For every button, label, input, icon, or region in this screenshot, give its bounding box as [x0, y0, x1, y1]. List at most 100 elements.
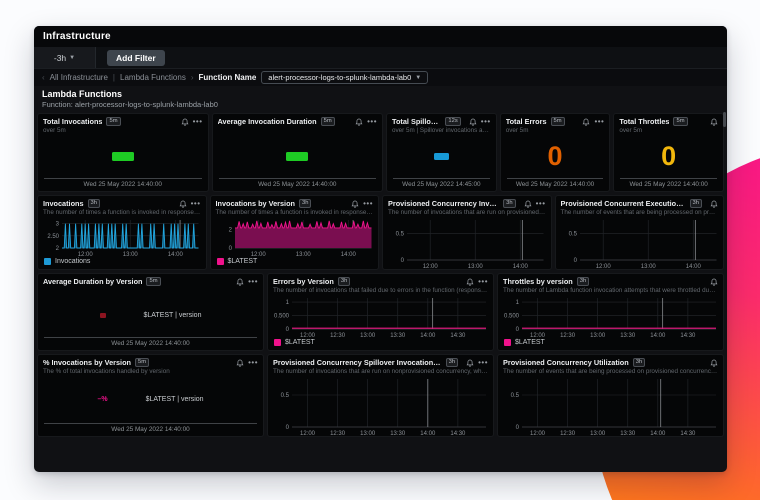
- panel-provisioned-concurrency-utilization-chart: Provisioned Concurrency Utilization 3h T…: [497, 354, 724, 437]
- alert-bell-icon[interactable]: [469, 118, 477, 126]
- alert-bell-icon[interactable]: [466, 359, 474, 367]
- breadcrumb: ‹ All Infrastructure | Lambda Functions …: [34, 69, 727, 86]
- invocations-by-version-chart[interactable]: 2 0 12:00 13:00 14:00: [214, 217, 376, 257]
- alert-bell-icon[interactable]: [179, 200, 187, 208]
- time-window-badge: 5m: [673, 117, 688, 126]
- stat-timestamp: Wed 25 May 2022 14:40:00: [111, 426, 190, 433]
- section-title: Lambda Functions: [42, 89, 123, 99]
- alert-bell-icon[interactable]: [466, 278, 474, 286]
- svg-text:0: 0: [401, 258, 405, 264]
- alert-bell-icon[interactable]: [524, 200, 532, 208]
- svg-text:0.5: 0.5: [396, 231, 405, 237]
- scrollbar-thumb[interactable]: [723, 112, 726, 127]
- stat-value: 0: [661, 140, 677, 171]
- provisioned-concurrency-invocations-chart[interactable]: 0.5 0 12:00 13:00 14:00: [386, 217, 548, 269]
- legend-label: $LATEST: [285, 339, 315, 346]
- svg-text:14:30: 14:30: [680, 333, 696, 338]
- panel-menu-icon[interactable]: •••: [248, 276, 258, 286]
- panel-menu-icon[interactable]: •••: [363, 198, 373, 208]
- throttles-by-version-chart[interactable]: 1 0.500 0 12:00 12:30 13:00 13:30 14:00 14:30: [501, 295, 720, 338]
- panel-provisioned-concurrency-invocations-chart: Provisioned Concurrency Invocations by V…: [382, 195, 552, 270]
- panel-menu-icon[interactable]: •••: [535, 198, 546, 208]
- panel-menu-icon[interactable]: •••: [478, 276, 488, 286]
- provisioned-concurrency-spillover-chart[interactable]: 0.5 0 12:00 12:30 13:00 13:30 14:00 14:30: [271, 376, 490, 436]
- alert-bell-icon[interactable]: [710, 278, 718, 286]
- panel-menu-icon[interactable]: •••: [480, 116, 491, 126]
- panel-menu-icon[interactable]: •••: [192, 116, 203, 126]
- breadcrumb-lambda-functions[interactable]: Lambda Functions: [120, 73, 186, 82]
- alert-bell-icon[interactable]: [236, 359, 244, 367]
- alert-bell-icon[interactable]: [236, 278, 244, 286]
- chart-legend[interactable]: $LATEST: [268, 338, 493, 350]
- svg-text:12:00: 12:00: [423, 264, 439, 269]
- alert-bell-icon[interactable]: [710, 118, 718, 126]
- breadcrumb-separator: ›: [190, 73, 194, 82]
- svg-text:12:30: 12:30: [560, 333, 576, 338]
- svg-text:13:00: 13:00: [295, 252, 311, 257]
- function-selector-dropdown[interactable]: alert-processor-logs-to-splunk-lambda-la…: [261, 71, 429, 84]
- time-window-badge: 3h: [632, 358, 646, 367]
- provisioned-concurrency-utilization-chart[interactable]: 0.5 0 12:00 12:30 13:00 13:30 14:00 14:30: [501, 376, 720, 436]
- chart-legend[interactable]: $LATEST: [498, 338, 723, 350]
- panel-average-invocation-duration: Average Invocation Duration 5m ••• Wed 2…: [211, 113, 384, 192]
- provisioned-concurrent-executions-chart[interactable]: 0.5 0 12:00 13:00 14:00: [559, 217, 721, 269]
- divider: [44, 337, 257, 338]
- panel-menu-icon[interactable]: •••: [248, 357, 258, 367]
- time-window-badge: 3h: [576, 277, 590, 286]
- panel-description: The number of Lambda function invocation…: [503, 287, 723, 294]
- panel-title: Average Duration by Version: [43, 277, 143, 286]
- svg-text:0: 0: [286, 425, 290, 431]
- svg-text:0.5: 0.5: [568, 231, 577, 237]
- panel-title: Total Invocations: [43, 117, 103, 126]
- svg-text:0: 0: [516, 425, 520, 431]
- svg-text:13:00: 13:00: [590, 431, 606, 436]
- errors-by-version-chart[interactable]: 1 0.500 0 12:00 12:30 13:00 13:30 14:00 14:30: [271, 295, 490, 338]
- panel-menu-icon[interactable]: •••: [594, 116, 605, 126]
- svg-text:13:00: 13:00: [640, 264, 656, 269]
- panel-description: The number of events that are being proc…: [560, 209, 724, 216]
- svg-text:1: 1: [286, 300, 290, 306]
- alert-bell-icon[interactable]: [710, 359, 718, 367]
- alert-bell-icon[interactable]: [710, 200, 718, 208]
- svg-text:12:00: 12:00: [300, 431, 316, 436]
- svg-text:1: 1: [516, 300, 520, 306]
- legend-swatch: [44, 258, 51, 265]
- panel-title: Invocations: [43, 199, 84, 208]
- chart-legend[interactable]: $LATEST: [211, 257, 379, 269]
- add-filter-button[interactable]: Add Filter: [107, 49, 165, 66]
- panel-description: [38, 286, 263, 294]
- stat-timestamp: Wed 25 May 2022 14:45:00: [402, 181, 481, 188]
- panel-total-invocations: Total Invocations 5m ••• over 5m Wed 25 …: [37, 113, 209, 192]
- svg-text:12:30: 12:30: [330, 333, 346, 338]
- breadcrumb-all-infrastructure[interactable]: All Infrastructure: [49, 73, 108, 82]
- stat-value-block: [111, 151, 134, 161]
- panel-menu-icon[interactable]: •••: [367, 116, 378, 126]
- legend-label: $LATEST: [515, 339, 545, 346]
- alert-bell-icon[interactable]: [355, 118, 363, 126]
- svg-text:14:00: 14:00: [513, 264, 529, 269]
- alert-bell-icon[interactable]: [582, 118, 590, 126]
- time-window-badge: 3h: [87, 199, 100, 208]
- panel-description: [213, 126, 383, 134]
- time-window-badge: 3h: [298, 199, 312, 208]
- svg-text:12:30: 12:30: [330, 431, 346, 436]
- alert-bell-icon[interactable]: [351, 200, 359, 208]
- panel-title: % Invocations by Version: [43, 358, 131, 367]
- legend-swatch: [504, 339, 511, 346]
- invocations-chart[interactable]: 3 2.50 2 12:00 13:00 14:00: [41, 217, 203, 257]
- svg-text:0.500: 0.500: [504, 314, 520, 320]
- back-chevron-icon[interactable]: ‹: [42, 73, 45, 82]
- chart-legend[interactable]: Invocations: [38, 257, 206, 269]
- panel-description: over 5m: [43, 127, 66, 134]
- panel-description: over 5m | Spillover invocations are run …: [392, 127, 496, 134]
- time-range-selector[interactable]: -3h ▼: [34, 47, 96, 68]
- panel-description: The number of times a function is invoke…: [43, 209, 206, 216]
- alert-bell-icon[interactable]: [181, 118, 189, 126]
- version-label: $LATEST | version: [145, 395, 204, 403]
- panel-menu-icon[interactable]: •••: [190, 198, 201, 208]
- divider: [44, 423, 257, 424]
- panel-menu-icon[interactable]: •••: [478, 357, 488, 367]
- dashboard-row-1: Total Invocations 5m ••• over 5m Wed 25 …: [37, 113, 724, 192]
- legend-label: Invocations: [55, 258, 91, 265]
- time-window-badge: 3h: [445, 358, 459, 367]
